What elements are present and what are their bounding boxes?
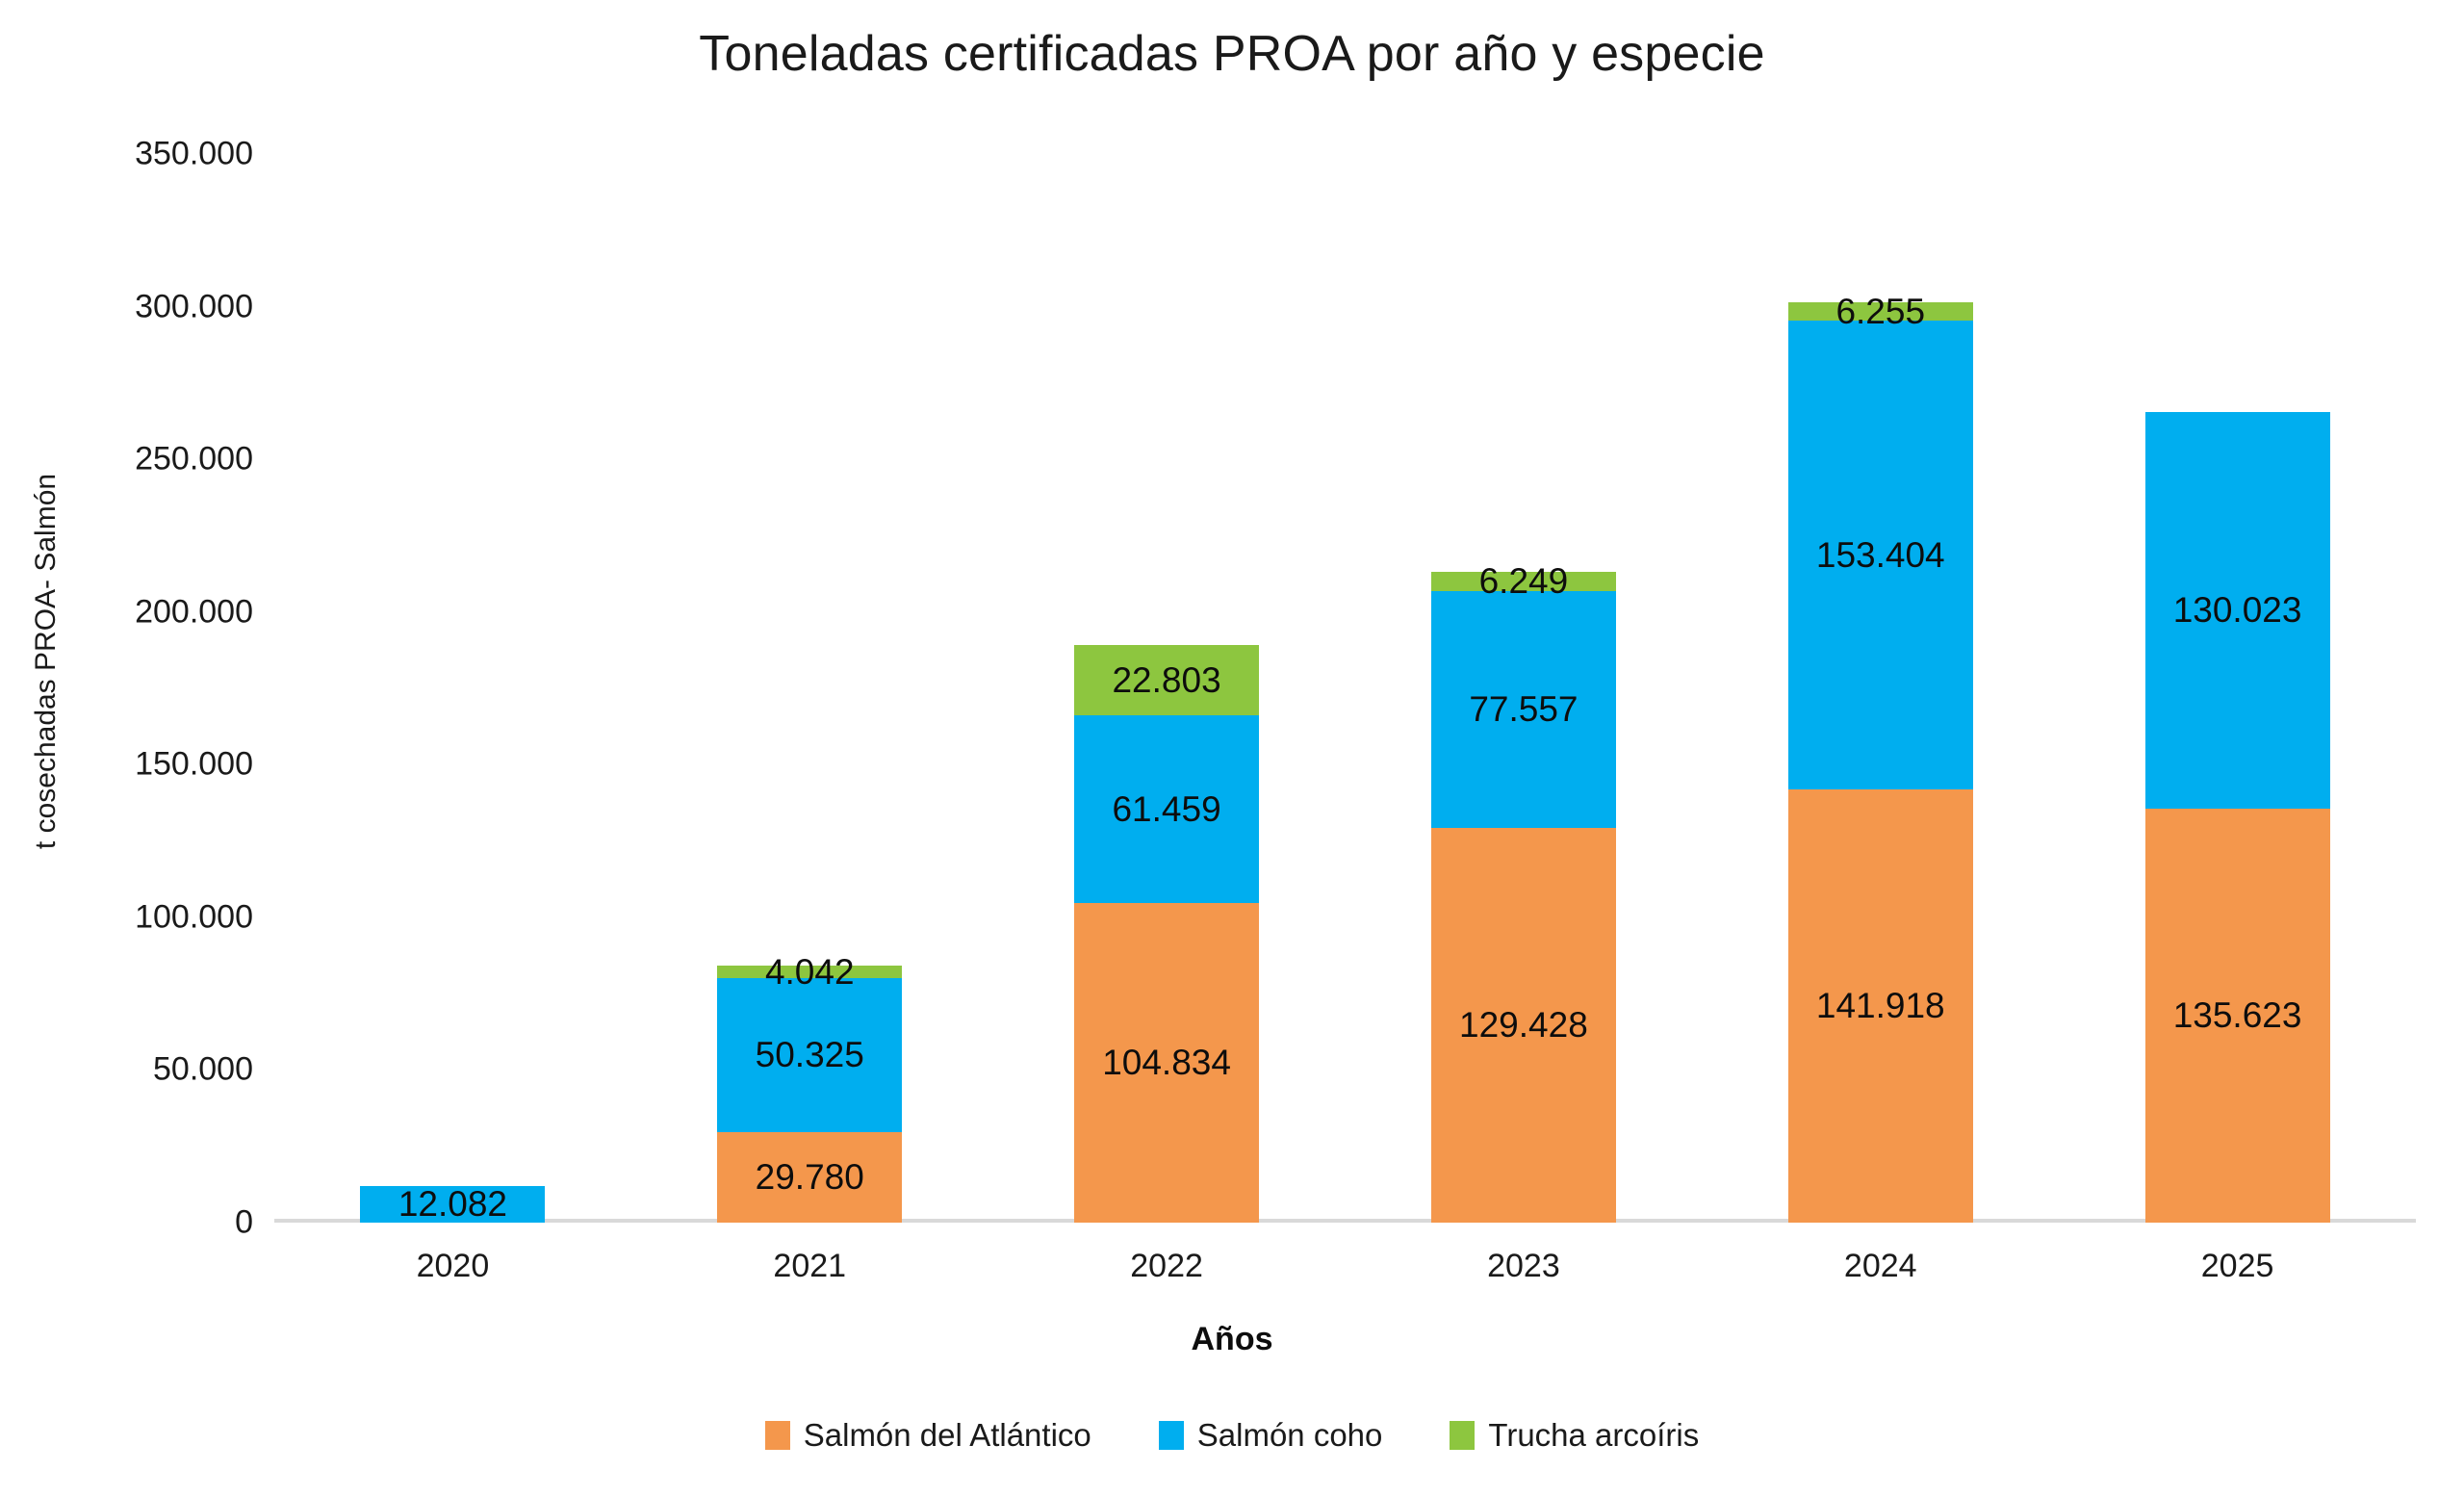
legend-swatch-icon	[1158, 1421, 1184, 1450]
legend-swatch-icon	[1450, 1421, 1476, 1450]
y-axis-tick-label: 250.000	[135, 440, 253, 477]
bar-value-label: 6.249	[1478, 560, 1569, 601]
bar-segment[interactable]: 129.428	[1430, 827, 1616, 1223]
bar-value-label: 12.082	[398, 1183, 507, 1224]
x-axis-tick-label-2025: 2025	[2200, 1248, 2274, 1284]
bar-group-2025[interactable]: 135.623 130.023	[2144, 411, 2330, 1223]
legend-item[interactable]: Trucha arcoíris	[1450, 1417, 1699, 1454]
bar-segment[interactable]: 77.557	[1430, 590, 1616, 828]
bar-segment[interactable]: 22.803	[1074, 645, 1260, 715]
bar-group-2024[interactable]: 141.918 153.404 6.255	[1787, 294, 1973, 1223]
bar-segment[interactable]: 4.042	[717, 954, 903, 990]
bar-value-label: 50.325	[755, 1035, 864, 1075]
bar-segment[interactable]: 135.623	[2144, 808, 2330, 1223]
bar-value-label: 141.918	[1815, 986, 1945, 1026]
legend-swatch-icon	[764, 1421, 790, 1450]
bar-segment[interactable]: 12.082	[360, 1183, 546, 1224]
bar-value-label: 29.780	[755, 1157, 864, 1198]
bar-segment[interactable]: 6.249	[1430, 563, 1616, 599]
x-axis-title: Años	[1191, 1321, 1273, 1357]
x-axis-tick-label-2022: 2022	[1130, 1248, 1203, 1284]
bar-value-label: 77.557	[1469, 689, 1578, 730]
bar-segment[interactable]: 50.325	[717, 977, 903, 1132]
bar-value-label: 153.404	[1815, 535, 1945, 576]
y-axis-tick-label: 100.000	[135, 898, 253, 936]
x-axis-tick-label-2021: 2021	[773, 1248, 847, 1284]
bar-value-label: 6.255	[1835, 291, 1926, 331]
y-axis-tick-label: 300.000	[135, 288, 253, 325]
bar-segment[interactable]: 141.918	[1787, 788, 1973, 1223]
bar-segment[interactable]: 104.834	[1074, 902, 1260, 1223]
bar-segment[interactable]: 153.404	[1787, 321, 1973, 789]
x-axis-tick-label-2023: 2023	[1487, 1248, 1560, 1284]
bar-group-2023[interactable]: 129.428 77.557 6.249	[1430, 563, 1616, 1223]
bar-value-label: 135.623	[2172, 995, 2302, 1036]
bar-segment[interactable]: 130.023	[2144, 411, 2330, 809]
legend-label: Salmón coho	[1196, 1417, 1383, 1453]
bar-group-2021[interactable]: 29.780 50.325 4.042	[717, 954, 903, 1223]
bar-value-label: 4.042	[764, 951, 855, 992]
y-axis-title: t cosechadas PROA- Salmón	[30, 473, 62, 850]
x-axis-tick-label-2020: 2020	[416, 1248, 490, 1284]
x-axis-tick-label-2024: 2024	[1843, 1248, 1917, 1284]
y-axis-tick-label: 200.000	[135, 593, 253, 631]
plot-area: 12.082 29.780 50.325 4.042 104.834 61.459 22.8…	[274, 154, 2416, 1223]
legend-label: Salmón del Atlántico	[803, 1417, 1091, 1453]
x-axis-tick-labels: 2020 2021 2022 2023 2024 2025	[274, 1248, 2416, 1305]
bar-value-label: 130.023	[2172, 590, 2302, 631]
legend-item[interactable]: Salmón coho	[1158, 1417, 1383, 1454]
bar-value-label: 22.803	[1112, 659, 1221, 700]
legend-label: Trucha arcoíris	[1488, 1417, 1700, 1453]
bar-value-label: 61.459	[1112, 788, 1221, 829]
y-axis-tick-label: 150.000	[135, 745, 253, 783]
bar-value-label: 104.834	[1102, 1043, 1231, 1083]
chart-title: Toneladas certificadas PROA por año y es…	[699, 26, 1765, 82]
bar-group-2020[interactable]: 12.082	[360, 1183, 546, 1224]
chart-legend: Salmón del Atlántico Salmón coho Trucha ar…	[0, 1417, 2464, 1454]
x-axis-baseline	[274, 1219, 2416, 1223]
bar-value-label: 129.428	[1459, 1005, 1588, 1045]
bar-segment[interactable]: 61.459	[1074, 714, 1260, 903]
bar-segment[interactable]: 6.255	[1787, 294, 1973, 329]
y-axis-tick-label: 0	[235, 1203, 253, 1241]
legend-item[interactable]: Salmón del Atlántico	[764, 1417, 1091, 1454]
bar-segment[interactable]: 29.780	[717, 1131, 903, 1223]
y-axis-tick-label: 350.000	[135, 135, 253, 172]
y-axis-tick-label: 50.000	[153, 1050, 253, 1088]
bar-group-2022[interactable]: 104.834 61.459 22.803	[1074, 645, 1260, 1223]
